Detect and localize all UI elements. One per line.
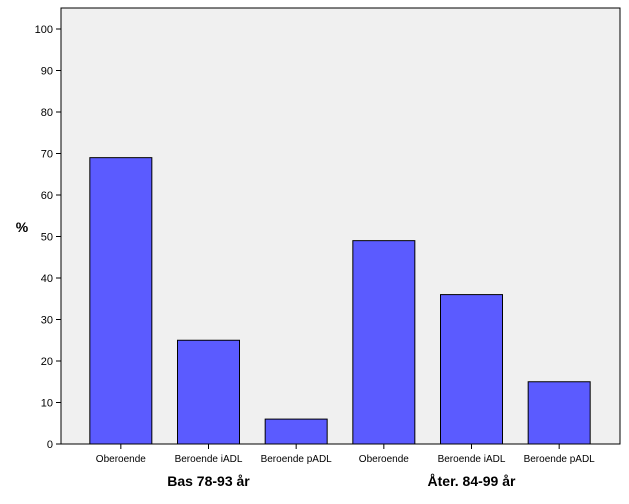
- y-tick-label: 80: [41, 107, 53, 119]
- category-label: Beroende iADL: [438, 454, 506, 465]
- y-tick-label: 50: [41, 232, 53, 244]
- y-tick-label: 70: [41, 149, 53, 161]
- bar: [352, 240, 416, 445]
- group-label: Bas 78-93 år: [167, 473, 250, 489]
- y-tick-label: 0: [47, 439, 53, 451]
- y-tick-label: 30: [41, 315, 53, 327]
- bar: [89, 157, 153, 445]
- y-ticks: 0 10 20 30 40 50 60 70 80 90 100: [35, 24, 61, 451]
- y-tick-label: 40: [41, 273, 53, 285]
- y-tick-label: 90: [41, 66, 53, 78]
- y-tick-label: 100: [35, 24, 53, 36]
- group-label: Åter. 84-99 år: [428, 473, 516, 489]
- bar: [264, 418, 328, 445]
- bar: [177, 339, 240, 445]
- category-label: Beroende iADL: [175, 454, 243, 465]
- y-axis-title: %: [16, 219, 29, 235]
- bar: [527, 381, 591, 445]
- category-label: Oberoende: [359, 454, 409, 465]
- y-tick-label: 10: [41, 398, 53, 410]
- category-labels: Oberoende Beroende iADL Beroende pADL Obero…: [96, 444, 595, 465]
- y-tick-label: 20: [41, 356, 53, 368]
- category-label: Beroende pADL: [261, 454, 333, 465]
- group-labels: Bas 78-93 år Åter. 84-99 år: [167, 473, 516, 489]
- bars: [89, 157, 591, 445]
- category-label: Oberoende: [96, 454, 146, 465]
- category-label: Beroende pADL: [524, 454, 596, 465]
- plot-area: [60, 7, 621, 445]
- bar: [440, 294, 503, 445]
- y-tick-label: 60: [41, 190, 53, 202]
